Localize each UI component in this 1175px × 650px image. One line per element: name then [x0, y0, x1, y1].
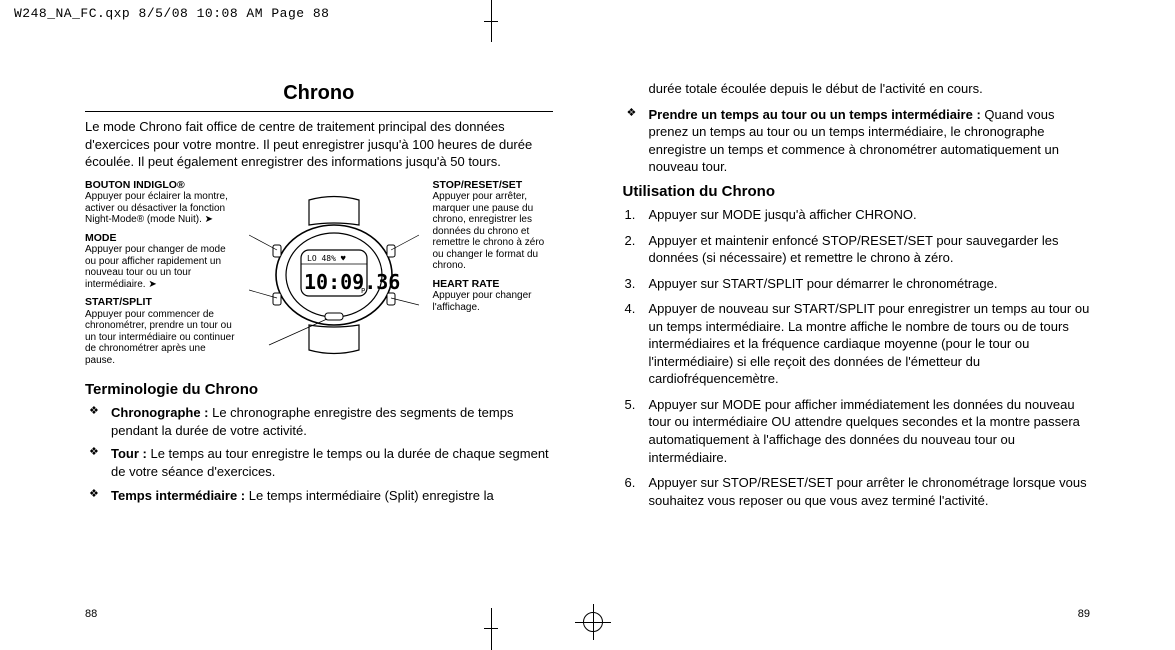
label-mode-title: MODE — [85, 232, 117, 244]
watch-suffix: P — [361, 287, 365, 295]
title-rule — [85, 111, 553, 112]
label-start-title: START/SPLIT — [85, 296, 152, 308]
list-item: Chronographe : Le chronographe enregistr… — [85, 404, 553, 439]
label-indiglo-title: BOUTON INDIGLO® — [85, 179, 185, 191]
label-indiglo: BOUTON INDIGLO® Appuyer pour éclairer la… — [85, 179, 235, 226]
step-text: Appuyer sur MODE jusqu'à afficher CHRONO… — [649, 207, 917, 222]
print-header: W248_NA_FC.qxp 8/5/08 10:08 AM Page 88 — [14, 6, 329, 21]
steps-list: 1. Appuyer sur MODE jusqu'à afficher CHRO… — [623, 206, 1091, 509]
arrow-icon: ➤ — [205, 214, 213, 225]
term-bold: Prendre un temps au tour ou un temps int… — [649, 107, 981, 122]
intro-paragraph: Le mode Chrono fait office de centre de … — [85, 118, 553, 171]
arrow-icon: ➤ — [148, 279, 156, 290]
diagram-right-labels: STOP/RESET/SET Appuyer pour arrêter, mar… — [433, 179, 553, 373]
page: W248_NA_FC.qxp 8/5/08 10:08 AM Page 88 C… — [0, 0, 1175, 650]
terminology-heading: Terminologie du Chrono — [85, 380, 553, 400]
step-number: 5. — [625, 396, 636, 414]
page-number-left: 88 — [85, 608, 97, 620]
terminology-list: Chronographe : Le chronographe enregistr… — [85, 404, 553, 504]
term-bold: Tour : — [111, 446, 147, 461]
crop-mark-top — [470, 0, 512, 42]
watch-top-line: LO 48% ♥ — [307, 254, 346, 263]
label-stop-desc: Appuyer pour arrêter, marquer une pause … — [433, 191, 545, 271]
list-item: 4. Appuyer de nouveau sur START/SPLIT pou… — [623, 300, 1091, 388]
step-number: 4. — [625, 300, 636, 318]
right-column: durée totale écoulée depuis le début de … — [623, 80, 1091, 600]
label-start: START/SPLIT Appuyer pour commencer de ch… — [85, 296, 235, 366]
list-item: Prendre un temps au tour ou un temps int… — [623, 106, 1091, 176]
continuation-bullet: Prendre un temps au tour ou un temps int… — [623, 106, 1091, 176]
content-columns: Chrono Le mode Chrono fait office de cen… — [85, 80, 1090, 600]
label-heartrate-desc: Appuyer pour changer l'affichage. — [433, 290, 532, 313]
registration-mark — [575, 604, 611, 640]
step-text: Appuyer sur START/SPLIT pour démarrer le… — [649, 276, 998, 291]
step-text: Appuyer de nouveau sur START/SPLIT pour … — [649, 301, 1090, 386]
crop-mark-bottom — [470, 608, 512, 650]
list-item: 3. Appuyer sur START/SPLIT pour démarrer … — [623, 275, 1091, 293]
page-number-right: 89 — [1078, 608, 1090, 620]
list-item: Temps intermédiaire : Le temps intermédi… — [85, 487, 553, 505]
list-item: 5. Appuyer sur MODE pour afficher immédia… — [623, 396, 1091, 466]
step-text: Appuyer sur STOP/RESET/SET pour arrêter … — [649, 475, 1087, 508]
list-item: 6. Appuyer sur STOP/RESET/SET pour arrête… — [623, 474, 1091, 509]
watch-main-line: 10:09.36 — [304, 270, 400, 294]
term-text: Le temps intermédiaire (Split) enregistr… — [245, 488, 494, 503]
label-start-desc: Appuyer pour commencer de chronométrer, … — [85, 309, 235, 366]
term-bold: Temps intermédiaire : — [111, 488, 245, 503]
label-heartrate-title: HEART RATE — [433, 278, 500, 290]
utilisation-heading: Utilisation du Chrono — [623, 182, 1091, 202]
list-item: Tour : Le temps au tour enregistre le te… — [85, 445, 553, 480]
left-column: Chrono Le mode Chrono fait office de cen… — [85, 80, 553, 600]
diagram-left-labels: BOUTON INDIGLO® Appuyer pour éclairer la… — [85, 179, 235, 373]
label-stop: STOP/RESET/SET Appuyer pour arrêter, mar… — [433, 179, 553, 272]
label-mode: MODE Appuyer pour changer de mode ou pou… — [85, 232, 235, 291]
step-number: 3. — [625, 275, 636, 293]
step-number: 2. — [625, 232, 636, 250]
step-number: 1. — [625, 206, 636, 224]
list-item: 1. Appuyer sur MODE jusqu'à afficher CHRO… — [623, 206, 1091, 224]
section-title: Chrono — [85, 80, 553, 107]
continuation-text: durée totale écoulée depuis le début de … — [623, 80, 1091, 98]
step-text: Appuyer sur MODE pour afficher immédiate… — [649, 397, 1080, 465]
label-heartrate: HEART RATE Appuyer pour changer l'affich… — [433, 278, 553, 314]
step-number: 6. — [625, 474, 636, 492]
term-bold: Chronographe : — [111, 405, 209, 420]
watch-diagram: BOUTON INDIGLO® Appuyer pour éclairer la… — [85, 179, 553, 373]
label-stop-title: STOP/RESET/SET — [433, 179, 523, 191]
watch-svg: LO 48% ♥ 10:09.36 P — [249, 195, 419, 355]
step-text: Appuyer et maintenir enfoncé STOP/RESET/… — [649, 233, 1059, 266]
watch-illustration: LO 48% ♥ 10:09.36 P — [243, 179, 425, 373]
term-text: Le temps au tour enregistre le temps ou … — [111, 446, 549, 479]
list-item: 2. Appuyer et maintenir enfoncé STOP/RESE… — [623, 232, 1091, 267]
